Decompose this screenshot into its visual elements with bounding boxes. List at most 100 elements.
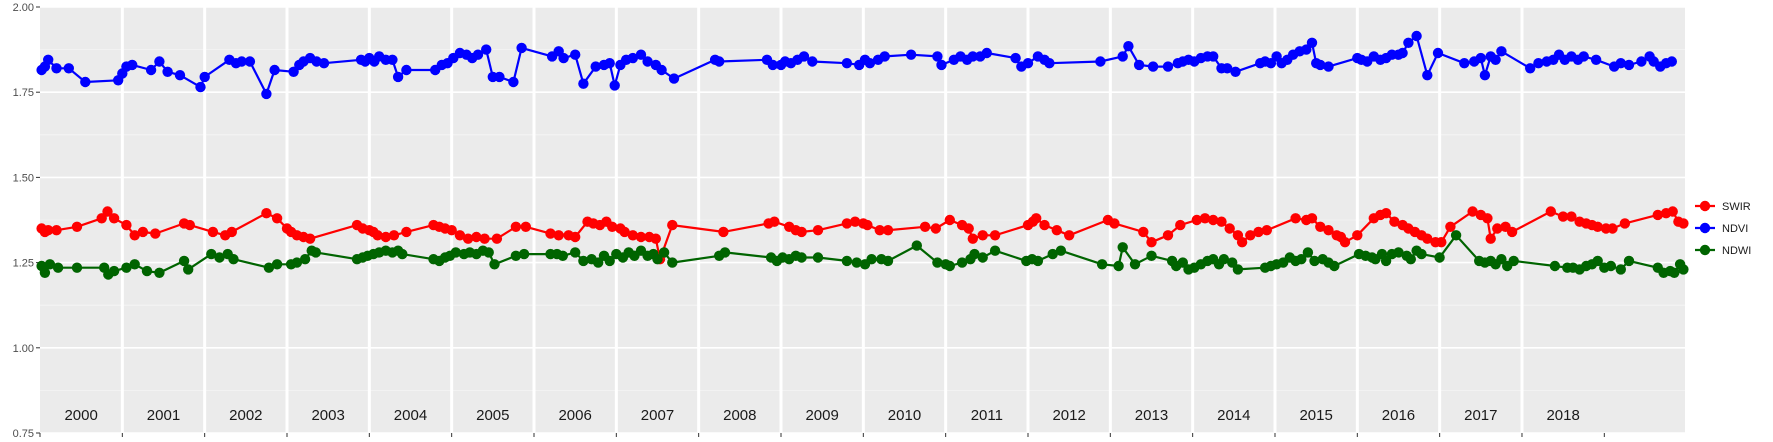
ndwi-point [1047, 248, 1058, 260]
ndwi-point [796, 252, 807, 263]
ndvi-point [1323, 61, 1334, 72]
ndvi-point [80, 76, 91, 88]
year-label: 2011 [971, 407, 1003, 424]
ndvi-point [807, 56, 818, 67]
ndwi-point [489, 259, 500, 270]
ndwi-point [108, 265, 120, 277]
swir-point [1191, 214, 1203, 226]
ndvi-point [1123, 41, 1134, 52]
ndvi-point [261, 88, 272, 100]
ndwi-point [1296, 254, 1307, 265]
ndvi-point [1301, 44, 1312, 55]
swir-point [874, 225, 885, 236]
swir-point [812, 225, 824, 236]
swir-point [1389, 216, 1400, 227]
swir-point [1290, 213, 1301, 224]
swir-point [1253, 226, 1264, 238]
swir-point [1467, 206, 1478, 217]
ndvi-point [43, 54, 54, 65]
swir-point [1199, 213, 1211, 224]
ndvi-point [932, 51, 943, 62]
swir-point [1051, 225, 1063, 236]
ndvi-point [174, 70, 186, 81]
ndwi-point [1549, 260, 1561, 272]
ndvi-point [1010, 52, 1021, 64]
y-tick-label: 1.00 [13, 343, 34, 355]
swir-point [51, 225, 62, 236]
swir-point [1557, 211, 1569, 222]
year-label: 2001 [147, 407, 180, 424]
swir-point [1380, 208, 1392, 219]
swir-point [1545, 206, 1557, 217]
ndwi-point [1450, 230, 1462, 241]
ndwi-point [1117, 242, 1128, 253]
year-label: 2002 [229, 407, 262, 424]
y-tick-label: 2.00 [13, 2, 34, 14]
swir-point [1236, 237, 1248, 248]
swir-point [510, 221, 522, 232]
ndwi-point [882, 255, 894, 267]
ndvi-point [1578, 51, 1589, 62]
ndvi-point [195, 81, 206, 93]
ndvi-point [1230, 66, 1241, 78]
ndwi-point [1405, 254, 1417, 265]
ndvi-point [145, 64, 157, 76]
ndvi-point [1525, 63, 1536, 74]
ndwi-point [1669, 267, 1680, 278]
swir-point [1607, 223, 1618, 234]
swir-point [967, 233, 978, 244]
ndvi-point [51, 63, 62, 74]
swir-point [1492, 223, 1503, 234]
swir-point [1162, 230, 1174, 241]
ndwi-point [154, 267, 165, 278]
ndwi-point [183, 264, 194, 275]
y-axis: 0.75 1.00 1.25 1.50 1.75 2.00 [13, 2, 40, 440]
swir-point [1667, 206, 1678, 217]
ndwi-point [977, 252, 988, 263]
swir-point [271, 213, 283, 224]
swir-point [121, 219, 132, 231]
year-label: 2008 [723, 407, 756, 424]
year-label: 2018 [1546, 407, 1579, 424]
ndvi-point [472, 49, 484, 60]
ndvi-point [558, 52, 569, 64]
swir-point [226, 226, 237, 238]
year-label: 2014 [1217, 407, 1250, 424]
swir-point [919, 221, 931, 232]
ndvi-point [127, 59, 138, 71]
ndvi-point [494, 71, 505, 83]
swir-point [304, 233, 316, 244]
ndwi-point [1146, 250, 1157, 261]
ndwi-point [141, 265, 153, 277]
ndwi-point [944, 260, 955, 272]
swir-point [627, 230, 638, 241]
legend-label: NDWI [1722, 245, 1751, 257]
ndwi-point [1605, 260, 1617, 272]
ndvi-point [1475, 52, 1487, 64]
ndvi-point [1147, 61, 1159, 72]
swir-point [1039, 219, 1050, 231]
ndvi-point [1208, 51, 1219, 62]
ndwi-point [299, 254, 311, 265]
ndvi-point [1615, 58, 1627, 69]
swir-point [1352, 230, 1363, 241]
ndwi-point [956, 257, 968, 268]
ndwi-point [71, 262, 83, 273]
ndvi-point [1490, 54, 1501, 65]
ndwi-point [604, 255, 615, 267]
ndwi-point [1218, 254, 1230, 265]
ndwi-point [1309, 255, 1320, 267]
ndvi-point [1666, 56, 1678, 67]
ndwi-point [1113, 260, 1124, 272]
ndwi-point [44, 259, 56, 270]
ndwi-point [1592, 255, 1603, 267]
swir-point [849, 216, 861, 227]
ndvi-point [570, 49, 581, 60]
year-label: 2006 [558, 407, 591, 424]
swir-point [388, 230, 400, 241]
swir-point [1506, 226, 1518, 238]
swir-point [1175, 219, 1186, 231]
swir-point [1485, 233, 1496, 244]
swir-point [1422, 233, 1433, 244]
